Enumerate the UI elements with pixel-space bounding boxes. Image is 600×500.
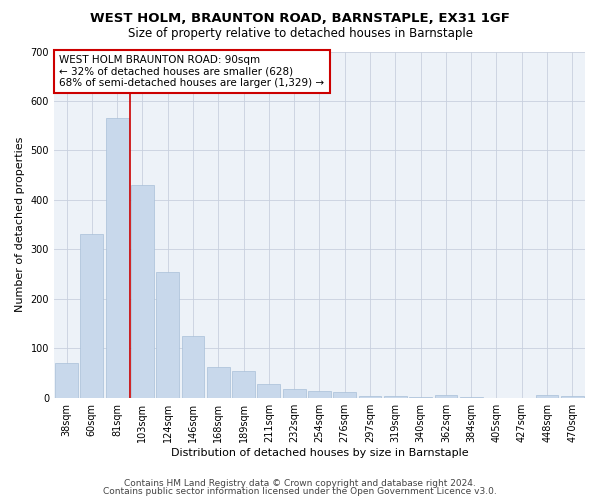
Bar: [434, 395, 457, 398]
Text: Contains HM Land Registry data © Crown copyright and database right 2024.: Contains HM Land Registry data © Crown c…: [124, 478, 476, 488]
Bar: [334, 392, 356, 398]
Bar: [80, 234, 103, 398]
Bar: [308, 391, 331, 398]
Bar: [55, 363, 78, 398]
Bar: [384, 396, 407, 398]
Bar: [157, 272, 179, 398]
Bar: [409, 396, 432, 398]
Bar: [257, 384, 280, 398]
Bar: [536, 395, 559, 398]
Text: Size of property relative to detached houses in Barnstaple: Size of property relative to detached ho…: [128, 28, 473, 40]
Text: WEST HOLM, BRAUNTON ROAD, BARNSTAPLE, EX31 1GF: WEST HOLM, BRAUNTON ROAD, BARNSTAPLE, EX…: [90, 12, 510, 26]
X-axis label: Distribution of detached houses by size in Barnstaple: Distribution of detached houses by size …: [170, 448, 468, 458]
Text: Contains public sector information licensed under the Open Government Licence v3: Contains public sector information licen…: [103, 487, 497, 496]
Bar: [561, 396, 584, 398]
Bar: [182, 336, 205, 398]
Bar: [131, 185, 154, 398]
Bar: [232, 370, 255, 398]
Bar: [207, 366, 230, 398]
Y-axis label: Number of detached properties: Number of detached properties: [15, 137, 25, 312]
Bar: [283, 389, 305, 398]
Text: WEST HOLM BRAUNTON ROAD: 90sqm
← 32% of detached houses are smaller (628)
68% of: WEST HOLM BRAUNTON ROAD: 90sqm ← 32% of …: [59, 55, 325, 88]
Bar: [106, 118, 128, 398]
Bar: [359, 396, 382, 398]
